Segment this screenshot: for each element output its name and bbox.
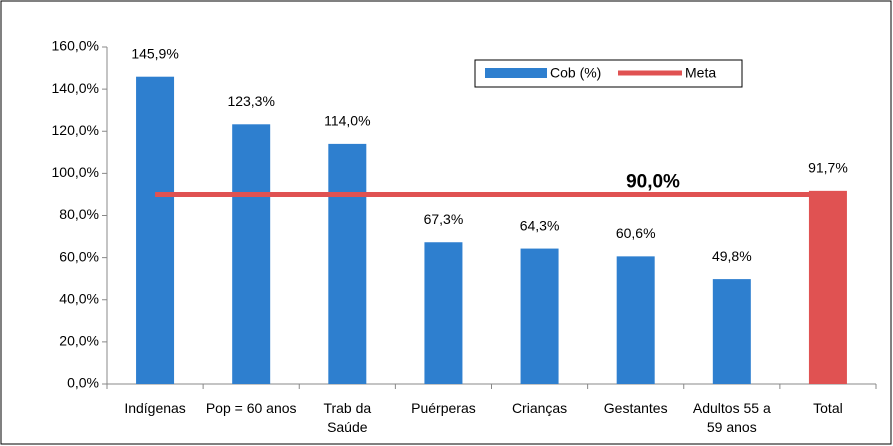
bar <box>616 256 655 384</box>
y-tick-label: 100,0% <box>52 164 99 180</box>
value-label: 123,3% <box>227 93 274 109</box>
x-tick-label: Trab da Saúde <box>323 400 372 435</box>
x-tick-label: Crianças <box>511 400 568 416</box>
value-label: 114,0% <box>324 113 370 129</box>
y-tick-label: 140,0% <box>52 80 99 96</box>
y-tick-label: 160,0% <box>52 38 99 54</box>
x-tick-label: Gestantes <box>603 400 668 416</box>
bar <box>232 124 271 384</box>
legend-label: Cob (%) <box>550 65 601 81</box>
x-tick-label: Adultos 55 a 59 anos <box>692 400 771 435</box>
bar <box>136 76 175 385</box>
meta-label: 90,0% <box>626 171 680 192</box>
value-label: 64,3% <box>520 217 560 233</box>
bar <box>424 242 463 384</box>
legend-label: Meta <box>685 65 716 81</box>
bar <box>520 248 559 384</box>
x-tick-label: Pop = 60 anos <box>205 400 297 416</box>
legend-swatch <box>485 68 547 78</box>
y-tick-label: 80,0% <box>59 206 99 222</box>
value-label: 91,7% <box>808 160 848 176</box>
y-tick-label: 0,0% <box>67 375 99 391</box>
x-tick-label: Total <box>813 400 843 416</box>
value-label: 60,6% <box>616 225 656 241</box>
x-tick-label: Indígenas <box>124 400 186 416</box>
value-label: 145,9% <box>131 45 178 61</box>
y-tick-label: 40,0% <box>59 290 99 306</box>
y-tick-label: 120,0% <box>52 122 99 138</box>
bar <box>808 190 847 384</box>
bar <box>712 279 751 384</box>
y-tick-label: 60,0% <box>59 248 99 264</box>
value-label: 67,3% <box>424 211 464 227</box>
y-tick-label: 20,0% <box>59 333 99 349</box>
value-label: 49,8% <box>712 248 752 264</box>
x-tick-label: Puérperas <box>411 400 476 416</box>
bar <box>328 143 367 384</box>
